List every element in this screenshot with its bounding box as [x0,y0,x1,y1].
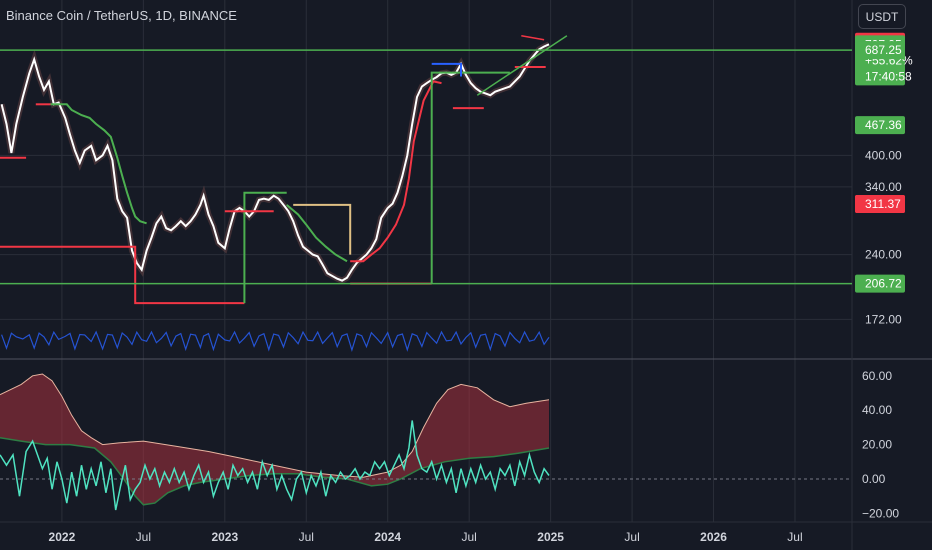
oscillator-layer [0,373,852,511]
trendline-18 [521,34,545,41]
oscillator-tick-label: 0.00 [862,472,886,486]
price-tick-label: 340.00 [865,180,902,194]
axis-layer: 400.00340.00240.00172.00717.60707.95+55.… [49,32,913,544]
price-badge [855,195,905,214]
level-line-12 [431,62,462,77]
level-line-11 [430,71,510,284]
oscillator-upper-band [0,373,550,478]
level-line-8 [293,203,352,255]
price-badge-label: 206.72 [865,277,902,291]
level-line-5 [243,191,287,304]
price-badge-label: 467.36 [865,118,902,132]
level-line-4 [0,245,245,305]
price-badge-label: 687.25 [865,43,902,57]
time-tick-label: 2023 [211,530,238,544]
time-tick-label: 2026 [700,530,727,544]
volume-average-line [1,330,550,353]
trendline-17 [476,35,568,96]
level-line-7 [286,204,348,263]
oscillator-cloud-upper [0,374,549,505]
time-tick-label: Jul [299,530,314,544]
time-tick-label: Jul [136,530,151,544]
oscillator-tick-label: −20.00 [862,506,899,520]
oscillator-line [0,420,550,511]
currency-button[interactable]: USDT [858,4,906,29]
price-tick-label: 240.00 [865,248,902,262]
candle-range-band [0,41,551,284]
oscillator-tick-label: 20.00 [862,438,892,452]
time-tick-label: 2022 [49,530,76,544]
level-line-9 [350,80,442,263]
time-tick-label: Jul [624,530,639,544]
price-badge-label: 311.37 [865,197,901,211]
oscillator-tick-label: 40.00 [862,403,892,417]
time-tick-label: Jul [461,530,476,544]
price-badge [855,116,905,135]
volume-layer [1,330,550,353]
price-layer [0,34,852,305]
price-tick-label: 400.00 [865,148,902,162]
symbol-title: Binance Coin / TetherUS, 1D, BINANCE [6,8,237,23]
price-badge-label: 17:40:58 [865,69,912,83]
price-badge [855,274,905,293]
price-tick-label: 172.00 [865,312,902,326]
time-tick-label: Jul [787,530,802,544]
oscillator-tick-label: 60.00 [862,369,892,383]
time-tick-label: 2025 [537,530,564,544]
moving-average-line [0,43,550,282]
level-line-3 [50,103,147,225]
price-badge [855,41,905,60]
time-tick-label: 2024 [374,530,401,544]
